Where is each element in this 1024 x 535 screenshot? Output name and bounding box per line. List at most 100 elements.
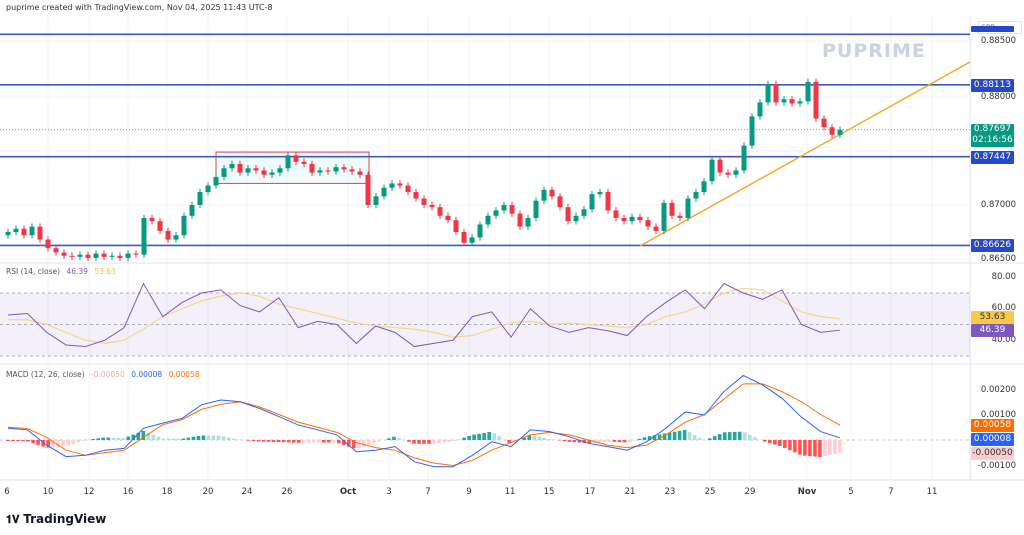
candle-body: [597, 192, 603, 195]
macd-histogram-bar: [176, 438, 181, 440]
rsi-tick: 40.00: [991, 335, 1016, 345]
candle-body: [821, 118, 827, 128]
candle-body: [69, 255, 75, 257]
macd-histogram-bar: [818, 440, 822, 458]
macd-histogram-bar: [412, 440, 416, 444]
candle-body: [229, 163, 235, 169]
macd-histogram-bar: [106, 437, 111, 440]
macd-histogram-bar: [427, 440, 431, 444]
candle-body: [685, 198, 691, 218]
macd-histogram-bar: [652, 435, 657, 440]
price-tick: 0.88500: [980, 36, 1016, 46]
macd-histogram-bar: [357, 440, 361, 449]
macd-histogram-bar: [803, 440, 807, 456]
candle-body: [789, 99, 795, 104]
candle-body: [437, 207, 443, 216]
macd-histogram-bar: [66, 440, 70, 446]
macd-histogram-bar: [166, 438, 171, 440]
candle-body: [245, 168, 251, 173]
macd-histogram-bar: [387, 438, 391, 440]
candle-body: [813, 81, 819, 119]
candle-body: [109, 255, 115, 257]
macd-histogram-bar: [151, 434, 156, 440]
time-tick: 18: [161, 487, 173, 497]
candle-body: [293, 155, 299, 162]
macd-histogram-bar: [768, 440, 772, 444]
candle-body: [77, 254, 83, 257]
candle-body: [493, 210, 499, 216]
macd-histogram-bar: [271, 440, 276, 442]
time-tick: 12: [83, 487, 95, 497]
candle-body: [701, 181, 707, 193]
rsi-band: [0, 293, 970, 356]
macd-histogram-bar: [342, 440, 346, 445]
macd-histogram-bar: [492, 433, 496, 440]
time-tick: 29: [744, 487, 756, 497]
macd-histogram-bar: [196, 435, 201, 440]
candle-body: [381, 187, 387, 197]
macd-histogram-bar: [407, 440, 411, 442]
candle-body: [805, 81, 811, 102]
candle-body: [733, 170, 739, 175]
macd-histogram-bar: [742, 432, 747, 440]
macd-histogram-bar: [56, 440, 60, 447]
macd-histogram-bar: [111, 437, 116, 440]
macd-histogram-bar: [286, 440, 291, 443]
candle-body: [533, 200, 539, 218]
macd-histogram-bar: [532, 435, 537, 440]
macd-histogram-bar: [61, 440, 65, 447]
macd-histogram-bar: [266, 440, 271, 442]
candle-body: [797, 101, 803, 104]
macd-histogram-bar: [221, 436, 226, 440]
macd-histogram-bar: [211, 435, 216, 440]
candle-body: [589, 194, 595, 210]
macd-histogram-bar: [437, 440, 441, 444]
candle-body: [653, 226, 659, 231]
time-tick: 7: [888, 487, 894, 497]
macd-histogram-bar: [71, 440, 75, 445]
macd-histogram-bar: [808, 440, 812, 457]
candle-body: [837, 129, 843, 135]
candle-body: [269, 172, 275, 175]
macd-histogram-bar: [542, 438, 547, 440]
candle-body: [637, 216, 643, 221]
macd-histogram-bar: [838, 440, 842, 453]
macd-histogram-bar: [226, 437, 231, 440]
macd-histogram-bar: [477, 433, 481, 440]
macd-histogram-bar: [442, 440, 446, 443]
time-tick: 26: [281, 487, 293, 497]
macd-histogram-bar: [562, 440, 567, 442]
macd-histogram-bar: [276, 440, 281, 443]
candle-body: [605, 192, 611, 211]
chart-caption: puprime created with TradingView.com, No…: [6, 3, 273, 12]
macd-histogram-bar: [336, 440, 341, 444]
macd-histogram-bar: [732, 431, 737, 440]
macd-histogram-bar: [487, 432, 491, 440]
candle-body: [717, 159, 723, 173]
candle-body: [53, 248, 59, 253]
macd-histogram-bar: [567, 440, 572, 442]
price-tick: 0.87000: [980, 200, 1016, 210]
macd-histogram-bar: [828, 440, 832, 455]
signal-value: 0.00058: [168, 370, 200, 379]
candle-body: [581, 209, 587, 216]
candle-body: [349, 169, 355, 172]
macd-histogram-bar: [321, 440, 326, 443]
macd-histogram-bar: [367, 440, 371, 445]
candle-body: [741, 145, 747, 171]
candle-body: [629, 216, 635, 222]
macd-histogram-bar: [607, 440, 612, 442]
macd-histogram-bar: [577, 440, 582, 443]
macd-histogram-bar: [186, 437, 191, 440]
rsi-line: [7, 282, 841, 348]
last-price-tag: 0.87697 02:16:56: [971, 124, 1014, 147]
level-tag-resistance: 0.88113: [971, 79, 1014, 92]
macd-histogram-bar: [788, 440, 792, 451]
macd-histogram-bar: [833, 440, 837, 454]
macd-histogram-bar: [637, 438, 642, 440]
macd-histogram-bar: [667, 432, 672, 440]
candle-body: [781, 99, 787, 103]
candle-body: [61, 252, 67, 256]
macd-histogram-bar: [246, 440, 251, 441]
